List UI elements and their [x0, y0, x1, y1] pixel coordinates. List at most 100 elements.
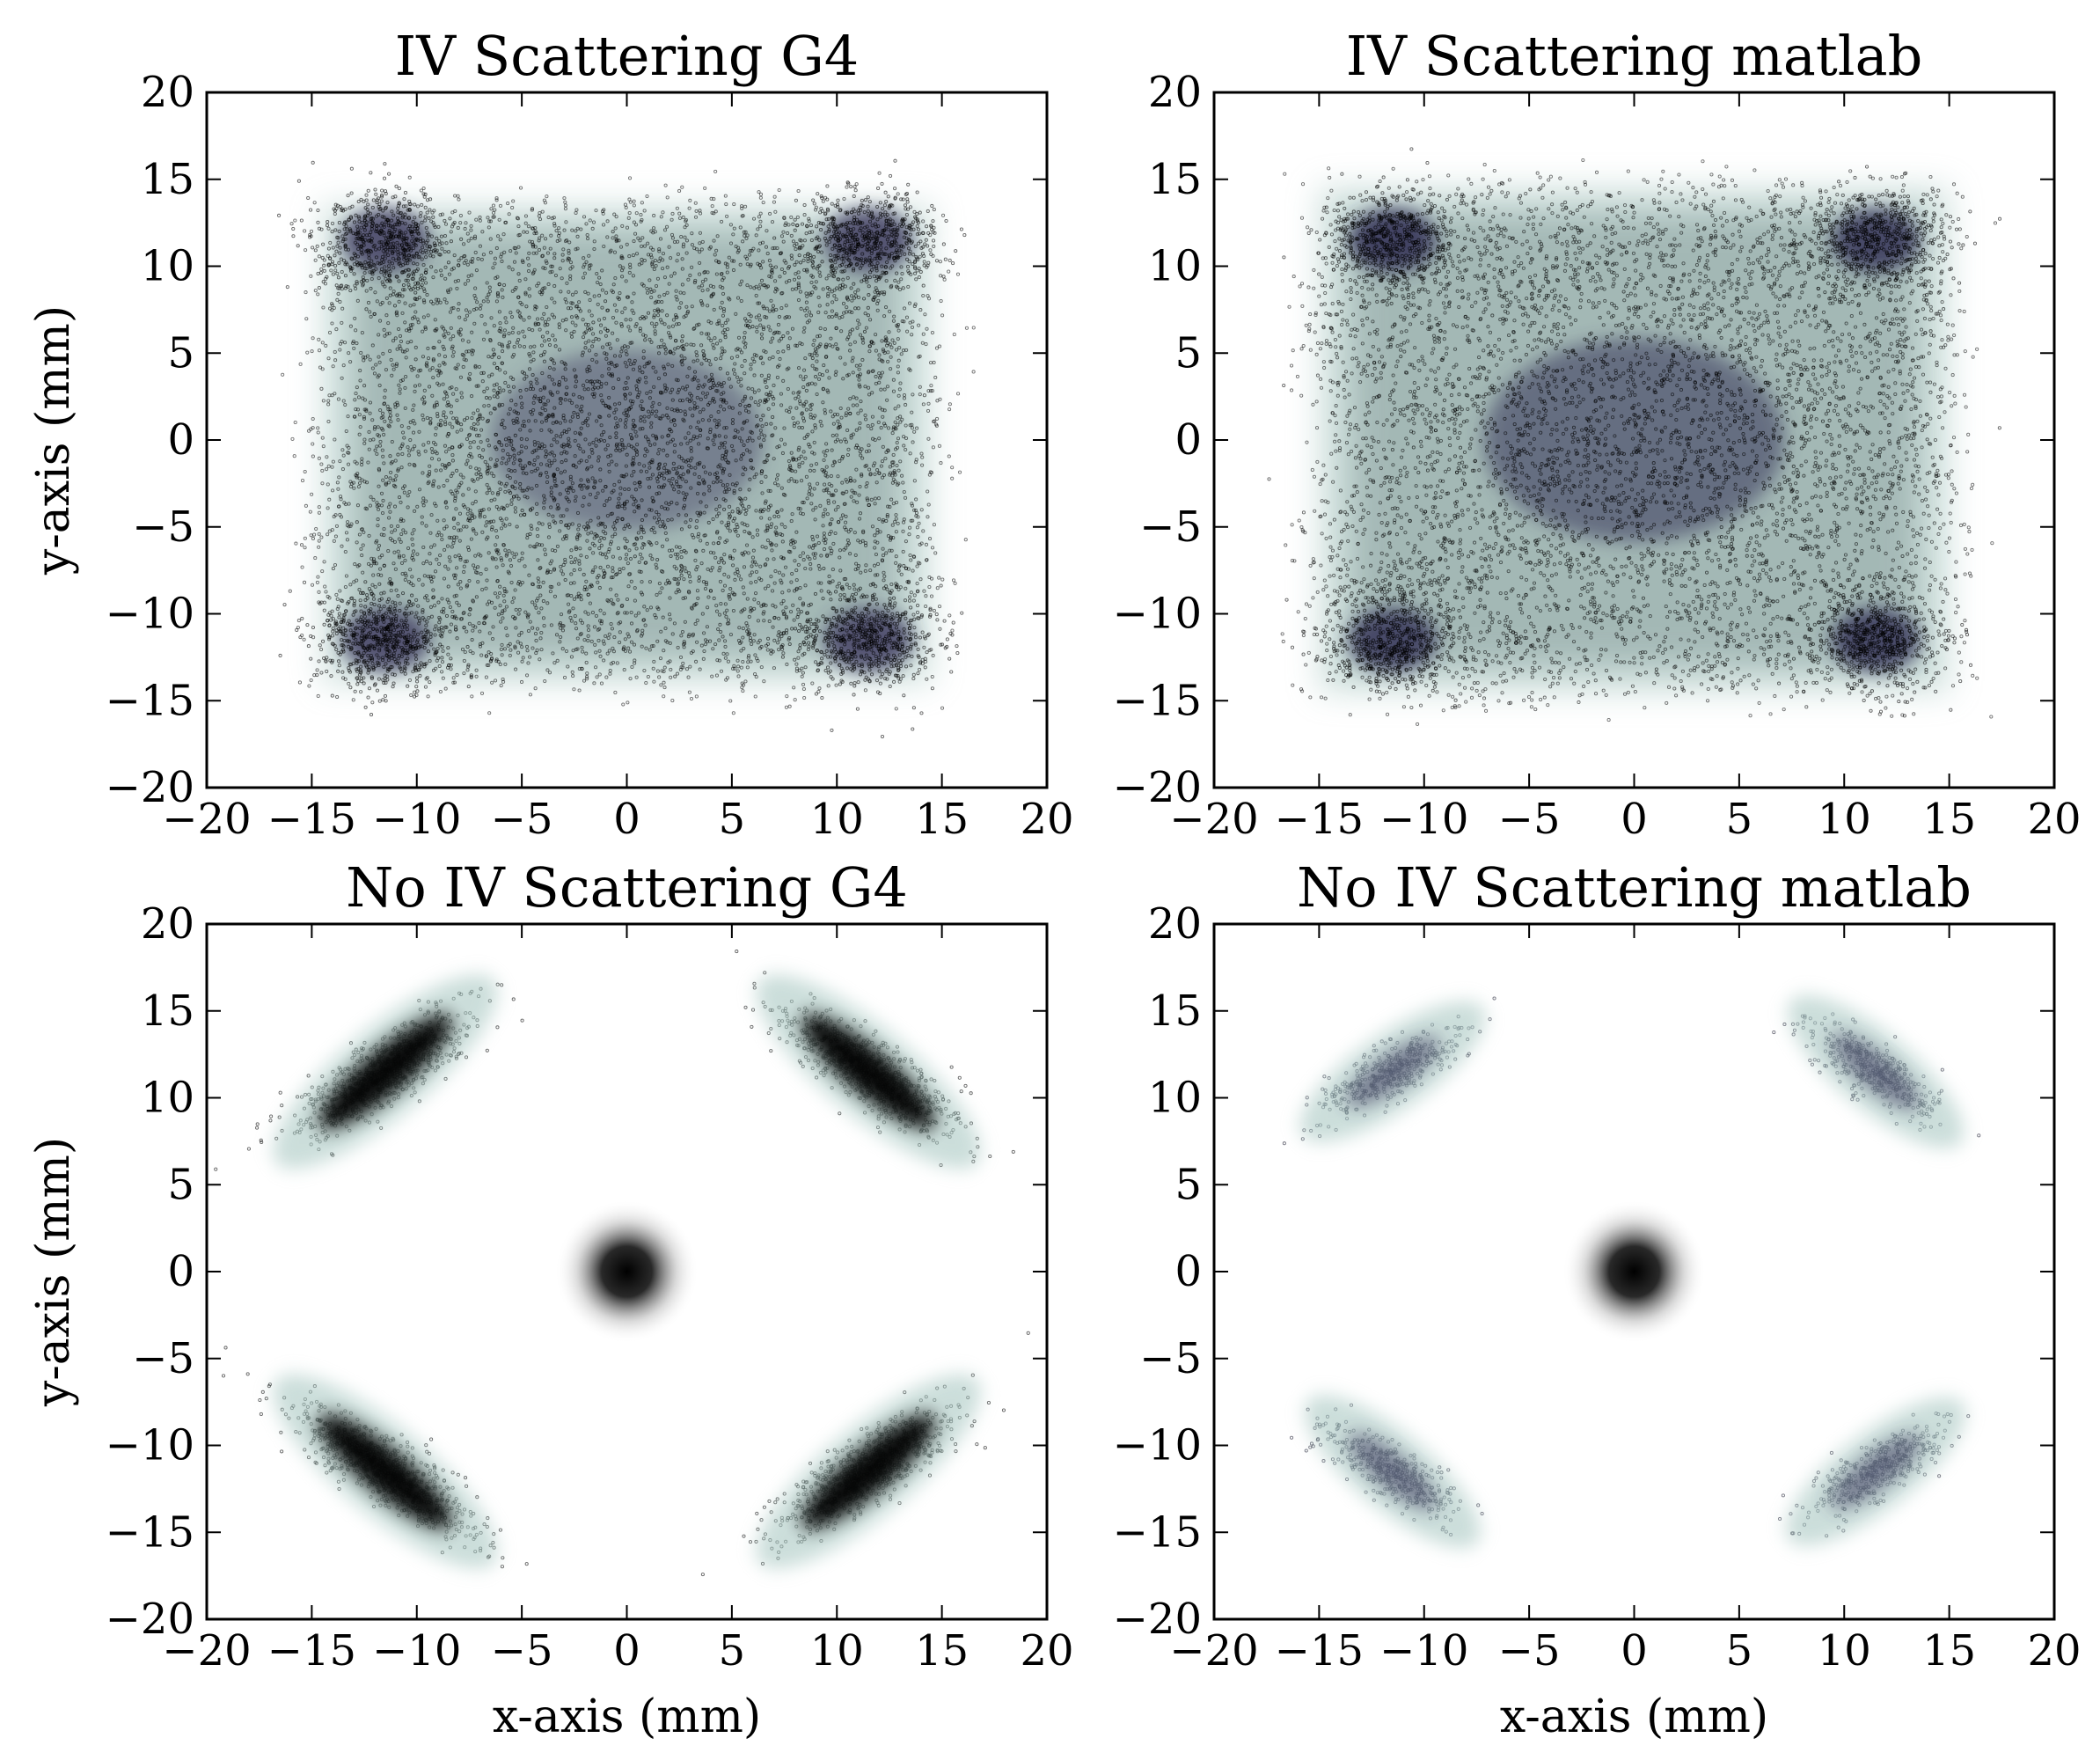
scatter-point: [902, 630, 906, 635]
scatter-point: [855, 374, 860, 378]
scatter-point: [352, 486, 356, 490]
scatter-point: [872, 563, 877, 568]
scatter-point: [364, 193, 369, 197]
scatter-point: [612, 402, 618, 407]
scatter-point: [457, 258, 461, 263]
scatter-point: [326, 402, 331, 407]
scatter-point: [723, 644, 728, 649]
scatter-point: [423, 218, 428, 223]
scatter-point: [926, 209, 930, 214]
scatter-point: [582, 524, 586, 529]
scatter-point: [593, 532, 597, 537]
chart-panel-1: −20 −15 −10 −5 0 5 10 15 20−20−15−10−505101520IV…: [27, 24, 1074, 844]
scatter-point: [431, 358, 435, 363]
scatter-point: [762, 437, 766, 443]
scatter-point: [750, 438, 755, 443]
scatter-point: [792, 479, 797, 483]
scatter-point: [909, 558, 913, 562]
scatter-point: [371, 497, 376, 502]
scatter-point: [627, 254, 632, 259]
scatter-point: [409, 326, 413, 330]
scatter-point: [337, 664, 341, 668]
scatter-point: [827, 315, 831, 319]
scatter-point: [775, 375, 779, 380]
scatter-point: [406, 453, 411, 458]
scatter-point: [316, 575, 320, 579]
scatter-point: [729, 356, 734, 360]
scatter-point: [487, 403, 491, 407]
scatter-point: [404, 356, 408, 360]
scatter-point: [511, 199, 516, 203]
scatter-point: [891, 452, 896, 457]
scatter-point: [465, 629, 469, 634]
scatter-point: [314, 526, 318, 532]
scatter-point: [693, 201, 698, 205]
scatter-point: [728, 554, 733, 559]
scatter-point: [630, 664, 634, 669]
scatter-point: [417, 429, 421, 434]
scatter-point: [383, 395, 387, 400]
scatter-point: [543, 497, 547, 502]
scatter-point: [381, 478, 385, 482]
scatter-point: [396, 524, 400, 529]
scatter-point: [721, 309, 726, 313]
scatter-point: [411, 447, 415, 451]
scatter-point: [400, 311, 405, 315]
scatter-point: [317, 254, 321, 259]
scatter-point: [560, 451, 564, 456]
scatter-point: [341, 363, 346, 368]
scatter-point: [821, 514, 825, 518]
scatter-point: [512, 345, 516, 349]
scatter-point: [381, 351, 385, 356]
scatter-point: [486, 299, 490, 304]
scatter-point: [435, 414, 440, 419]
scatter-point: [896, 468, 901, 473]
scatter-point: [842, 196, 846, 202]
scatter-point: [811, 646, 816, 650]
scatter-point: [479, 428, 484, 432]
plot-area: [277, 158, 976, 739]
scatter-point: [353, 240, 357, 245]
scatter-point: [832, 288, 837, 292]
scatter-point: [681, 491, 685, 495]
scatter-point: [575, 510, 581, 515]
scatter-point: [317, 590, 321, 594]
scatter-point: [833, 508, 838, 512]
scatter-point: [932, 608, 936, 612]
scatter-point: [875, 308, 880, 312]
scatter-point: [713, 169, 718, 173]
scatter-point: [863, 413, 867, 418]
scatter-point: [378, 319, 383, 323]
scatter-point: [904, 402, 908, 407]
scatter-point: [324, 343, 328, 348]
scatter-point: [869, 427, 874, 431]
scatter-point: [552, 283, 557, 289]
scatter-point: [834, 342, 838, 347]
scatter-point: [581, 318, 585, 322]
scatter-point: [450, 445, 455, 450]
scatter-point: [657, 402, 662, 407]
scatter-point: [767, 259, 772, 263]
scatter-point: [415, 552, 420, 556]
scatter-point: [921, 332, 926, 336]
scatter-point: [634, 434, 639, 438]
scatter-point: [653, 442, 657, 446]
scatter-point: [607, 395, 611, 400]
scatter-point: [312, 201, 317, 205]
scatter-point: [436, 458, 442, 462]
scatter-point: [772, 194, 777, 199]
scatter-point: [523, 424, 527, 429]
scatter-point: [386, 505, 391, 510]
scatter-point: [753, 672, 757, 677]
scatter-point: [838, 548, 843, 553]
scatter-point: [825, 303, 830, 307]
scatter-point: [698, 410, 702, 414]
scatter-point: [699, 298, 703, 304]
scatter-point: [626, 700, 630, 705]
scatter-point: [787, 704, 792, 708]
scatter-point: [790, 326, 795, 331]
scatter-point: [935, 416, 940, 421]
scatter-point: [604, 634, 608, 638]
scatter-point: [896, 358, 901, 363]
scatter-point: [604, 555, 609, 560]
